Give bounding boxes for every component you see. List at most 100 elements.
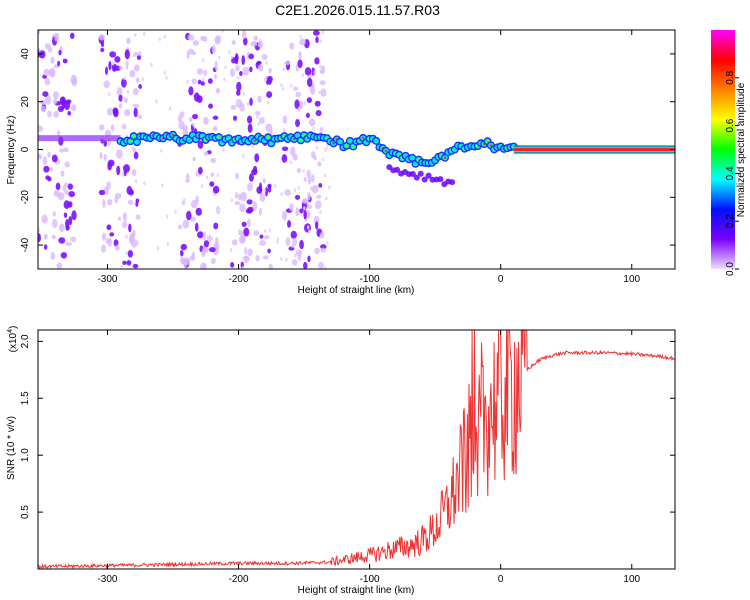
noise-speckle bbox=[315, 221, 319, 230]
noise-speckle bbox=[69, 32, 75, 39]
noise-speckle bbox=[255, 254, 260, 262]
noise-speckle bbox=[290, 230, 297, 239]
noise-speckle bbox=[289, 160, 293, 165]
x-tick-label: 100 bbox=[623, 574, 640, 585]
noise-speckle bbox=[40, 99, 47, 106]
noise-speckle bbox=[48, 67, 56, 78]
noise-speckle bbox=[98, 189, 106, 196]
noise-speckle bbox=[305, 112, 310, 118]
noise-speckle bbox=[265, 60, 268, 65]
noise-speckle bbox=[299, 208, 304, 214]
noise-speckle bbox=[306, 77, 313, 88]
ridge-branch bbox=[394, 166, 401, 173]
noise-speckle bbox=[197, 140, 204, 150]
noise-speckle bbox=[257, 41, 264, 48]
x-tick-label: -300 bbox=[97, 574, 117, 585]
noise-speckle bbox=[246, 199, 253, 205]
spectrogram-x-ticks: -300 -200 -100 0 100 bbox=[97, 30, 641, 285]
noise-speckle bbox=[121, 97, 125, 102]
colorbar-ticks: 0.0 0.2 0.4 0.6 0.8 bbox=[725, 70, 739, 276]
noise-speckle bbox=[100, 47, 105, 53]
y-tick-label: -20 bbox=[20, 190, 31, 205]
noise-speckle bbox=[200, 81, 205, 86]
noise-speckle bbox=[64, 190, 70, 195]
noise-speckle bbox=[319, 69, 324, 75]
noise-speckle bbox=[222, 148, 225, 153]
noise-speckle bbox=[297, 106, 301, 112]
noise-speckle bbox=[63, 147, 69, 153]
noise-speckle bbox=[123, 97, 128, 104]
noise-speckle bbox=[231, 239, 238, 246]
spectrogram-y-ticks: -40 -20 0 20 40 bbox=[20, 48, 675, 252]
noise-speckle bbox=[224, 65, 227, 70]
noise-speckle bbox=[266, 100, 270, 105]
noise-speckle bbox=[308, 118, 316, 127]
noise-speckle bbox=[239, 203, 246, 213]
noise-speckle bbox=[115, 244, 120, 251]
noise-speckle bbox=[40, 105, 46, 113]
noise-speckle bbox=[298, 256, 302, 261]
noise-speckle bbox=[261, 53, 268, 61]
ridge-blob-mid bbox=[337, 139, 343, 145]
noise-speckle bbox=[60, 252, 68, 259]
snr-y-multiplier: (x104) bbox=[7, 326, 19, 353]
noise-speckle bbox=[38, 30, 41, 35]
noise-speckle bbox=[195, 207, 202, 216]
noise-speckle bbox=[101, 232, 107, 241]
noise-speckle bbox=[192, 40, 199, 46]
noise-speckle bbox=[191, 251, 196, 259]
noise-speckle bbox=[103, 80, 110, 89]
noise-speckle bbox=[163, 34, 167, 39]
noise-speckle bbox=[215, 237, 219, 244]
noise-speckle bbox=[51, 234, 56, 240]
noise-speckle bbox=[185, 178, 191, 183]
noise-speckle bbox=[67, 183, 73, 190]
ridge-blob-core bbox=[351, 144, 356, 148]
noise-speckle bbox=[259, 239, 267, 246]
noise-speckle bbox=[200, 183, 204, 188]
noise-speckle bbox=[70, 236, 77, 243]
noise-speckle bbox=[155, 99, 158, 104]
noise-speckle bbox=[43, 244, 48, 250]
noise-speckle bbox=[287, 220, 292, 228]
noise-speckle bbox=[143, 31, 146, 36]
y-tick-label: 40 bbox=[20, 48, 31, 60]
noise-speckle bbox=[324, 266, 327, 269]
noise-speckle bbox=[107, 198, 113, 206]
noise-speckle bbox=[122, 123, 127, 130]
noise-speckle bbox=[116, 87, 123, 97]
noise-speckle bbox=[229, 247, 233, 252]
noise-speckle bbox=[58, 223, 65, 233]
noise-speckle bbox=[181, 257, 189, 266]
noise-speckle bbox=[166, 242, 169, 247]
y-tick-label: -40 bbox=[20, 237, 31, 252]
noise-speckle bbox=[158, 37, 162, 42]
noise-speckle bbox=[165, 214, 169, 219]
noise-speckle bbox=[188, 86, 194, 96]
noise-speckle bbox=[215, 87, 221, 94]
noise-speckle bbox=[262, 255, 269, 260]
noise-speckle bbox=[228, 50, 231, 55]
ridge-blob-mid bbox=[409, 155, 416, 161]
noise-speckle bbox=[217, 55, 221, 60]
noise-speckle bbox=[65, 241, 72, 247]
noise-speckle bbox=[132, 103, 140, 108]
noise-speckle bbox=[234, 192, 239, 199]
noise-speckle bbox=[254, 153, 260, 163]
noise-speckle bbox=[247, 218, 251, 228]
noise-speckle bbox=[265, 123, 273, 133]
ridge-blob-peak bbox=[489, 144, 493, 147]
spectrogram-marks bbox=[38, 30, 675, 269]
noise-speckle bbox=[121, 172, 125, 177]
noise-speckle bbox=[98, 34, 106, 41]
noise-speckle bbox=[254, 110, 261, 116]
noise-speckle bbox=[194, 79, 197, 84]
noise-speckle bbox=[268, 228, 272, 233]
noise-speckle bbox=[203, 116, 209, 125]
noise-speckle bbox=[63, 212, 68, 218]
ridge-blob-peak bbox=[332, 142, 335, 145]
noise-speckle bbox=[58, 237, 66, 244]
noise-speckle bbox=[192, 122, 195, 127]
noise-speckle bbox=[259, 234, 264, 239]
colorbar-tick-label: 0.4 bbox=[725, 166, 736, 180]
